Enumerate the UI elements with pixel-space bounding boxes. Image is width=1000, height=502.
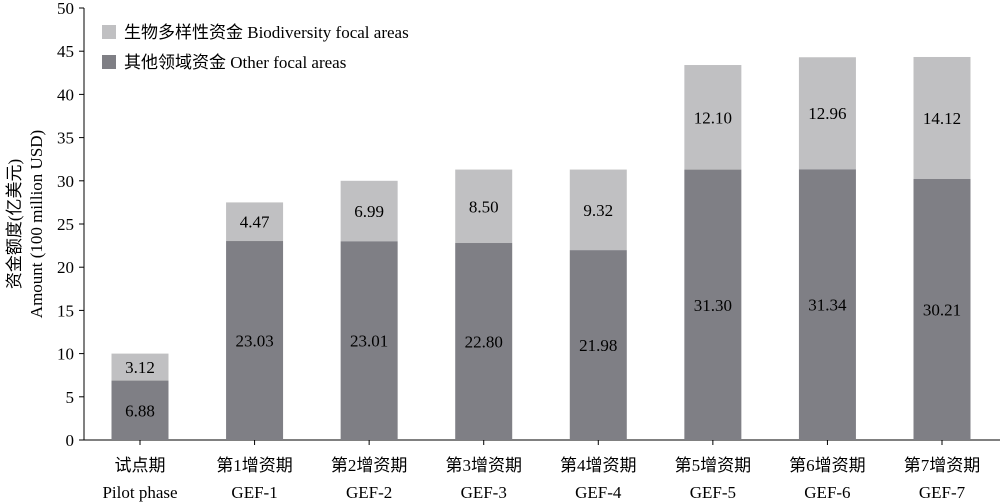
bar-value-label: 31.34 xyxy=(808,296,847,315)
bar-value-label: 14.12 xyxy=(923,109,961,128)
x-tick-label: 第3增资期 xyxy=(445,456,522,475)
y-tick-label: 40 xyxy=(57,85,74,104)
x-tick-label: GEF-7 xyxy=(919,483,966,502)
y-tick-label: 15 xyxy=(57,301,74,320)
bar-value-label: 23.03 xyxy=(235,332,273,351)
legend-label-other: 其他领域资金 Other focal areas xyxy=(124,53,346,72)
x-tick-label: 第5增资期 xyxy=(675,456,752,475)
x-tick-label: 第7增资期 xyxy=(904,456,981,475)
bar-value-label: 12.10 xyxy=(694,108,732,127)
y-axis-title-line: 资金额度(亿美元) xyxy=(5,159,24,289)
bar-other-focal-areas xyxy=(569,250,627,440)
bar-value-label: 3.12 xyxy=(125,358,155,377)
bar-biodiversity-focal-areas xyxy=(569,169,627,251)
y-tick-label: 10 xyxy=(57,345,74,364)
legend-swatch-other xyxy=(102,55,116,69)
y-axis: 0 5 10 15 20 25 30 35 40 45 50 xyxy=(57,0,85,450)
x-tick-label: Pilot phase xyxy=(102,483,177,502)
x-tick-label: GEF-3 xyxy=(461,483,507,502)
bar-value-label: 23.01 xyxy=(350,332,388,351)
bar-other-focal-areas xyxy=(798,169,856,440)
bar-value-label: 12.96 xyxy=(808,104,846,123)
bar-biodiversity-focal-areas xyxy=(798,57,856,170)
bar-value-label: 6.88 xyxy=(125,401,155,420)
y-axis-title-line: Amount (100 million USD) xyxy=(27,130,46,318)
bar-other-focal-areas xyxy=(913,178,971,440)
y-tick-label: 35 xyxy=(57,129,74,148)
x-axis: 试点期 Pilot phase 第1增资期 GEF-1 第2增资期 GEF-2 第3增资期 G… xyxy=(84,439,1000,502)
x-tick-label: GEF-4 xyxy=(575,483,622,502)
x-tick-label: GEF-2 xyxy=(346,483,392,502)
x-tick-label: 第6增资期 xyxy=(789,456,866,475)
bar-value-label: 4.47 xyxy=(240,213,270,232)
bar-biodiversity-focal-areas xyxy=(455,169,513,244)
y-tick-label: 25 xyxy=(57,215,74,234)
x-tick-label: GEF-6 xyxy=(804,483,850,502)
bar-value-labels: 6.88 3.12 23.03 4.47 23.01 6.99 22.80 8.50 21.98… xyxy=(125,104,961,420)
bar-biodiversity-focal-areas xyxy=(340,180,398,242)
x-tick-label: 第4增资期 xyxy=(560,456,637,475)
legend-label-biodiversity: 生物多样性资金 Biodiversity focal areas xyxy=(124,23,409,42)
bar-other-focal-areas xyxy=(684,169,742,440)
bar-biodiversity-focal-areas xyxy=(684,65,742,170)
legend: 生物多样性资金 Biodiversity focal areas 其他领域资金 O… xyxy=(102,23,409,72)
bar-value-label: 9.32 xyxy=(583,201,613,220)
bar-value-label: 31.30 xyxy=(694,296,732,315)
bar-value-label: 30.21 xyxy=(923,300,961,319)
x-tick-label: GEF-1 xyxy=(231,483,277,502)
y-tick-label: 5 xyxy=(66,388,75,407)
bar-value-label: 22.80 xyxy=(465,333,503,352)
x-tick-label: 第1增资期 xyxy=(216,456,293,475)
y-tick-label: 50 xyxy=(57,0,74,18)
x-tick-label: 第2增资期 xyxy=(331,456,408,475)
bar-value-label: 8.50 xyxy=(469,197,499,216)
bar-other-focal-areas xyxy=(111,380,169,440)
bar-value-label: 21.98 xyxy=(579,336,617,355)
legend-swatch-biodiversity xyxy=(102,25,116,39)
x-tick-label: GEF-5 xyxy=(690,483,736,502)
y-tick-label: 30 xyxy=(57,172,74,191)
y-axis-title: 资金额度(亿美元) Amount (100 million USD) xyxy=(5,130,46,318)
bar-other-focal-areas xyxy=(455,243,513,440)
x-tick-label: 试点期 xyxy=(115,456,166,475)
bar-biodiversity-focal-areas xyxy=(913,56,971,179)
y-tick-label: 0 xyxy=(66,431,75,450)
y-tick-label: 20 xyxy=(57,258,74,277)
bar-other-focal-areas xyxy=(226,241,284,440)
bar-biodiversity-focal-areas xyxy=(111,353,169,381)
bar-biodiversity-focal-areas xyxy=(226,202,284,242)
bars xyxy=(111,56,971,440)
y-tick-label: 45 xyxy=(57,42,74,61)
bar-value-label: 6.99 xyxy=(354,202,384,221)
bar-other-focal-areas xyxy=(340,241,398,440)
